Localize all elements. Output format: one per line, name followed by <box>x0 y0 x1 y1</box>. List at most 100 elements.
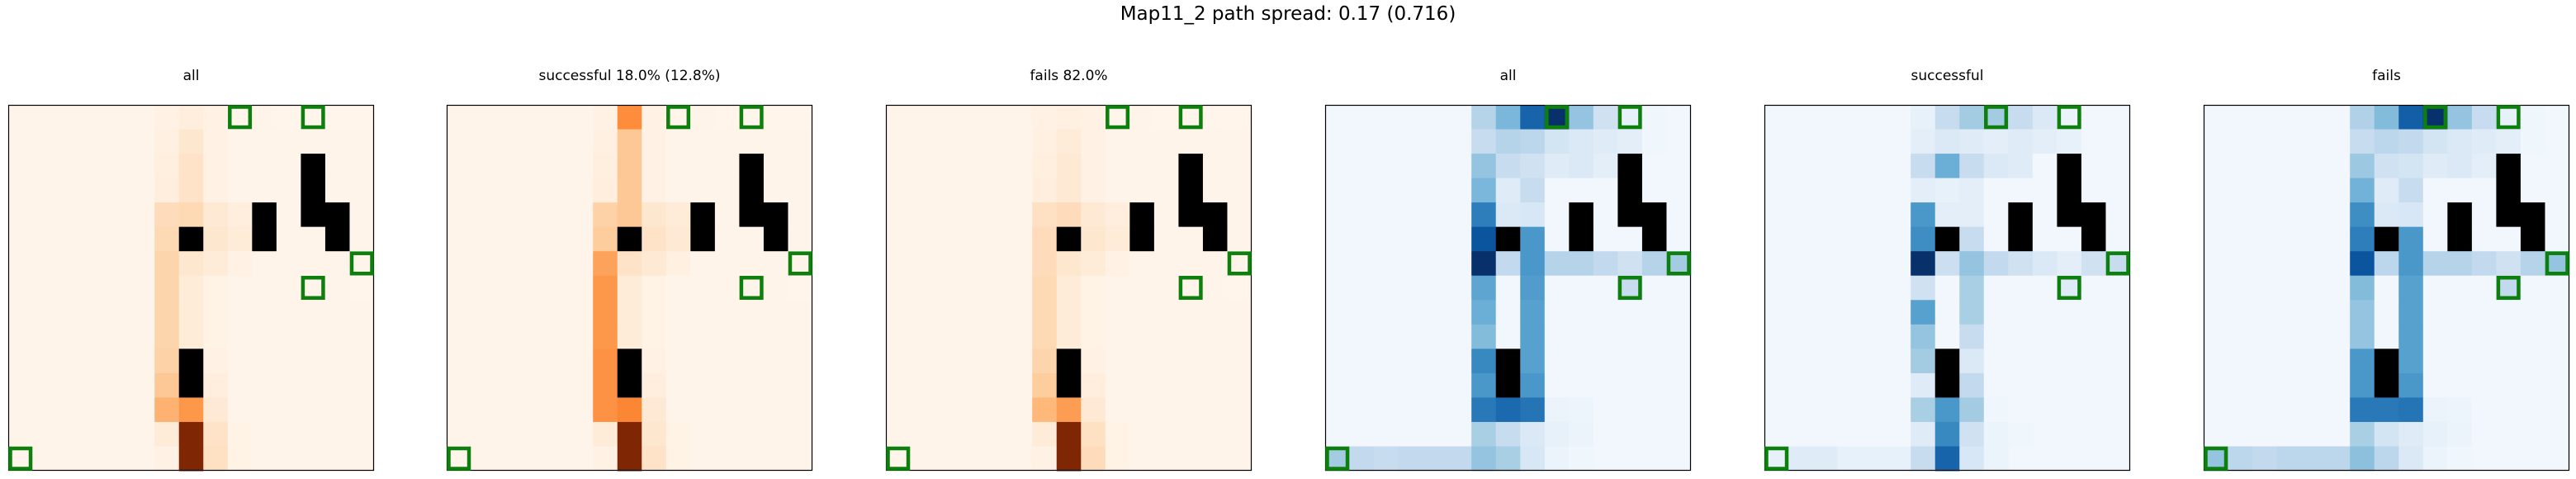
heatmap-cell <box>1081 202 1106 228</box>
heatmap-cell <box>106 397 131 423</box>
heatmap-cell <box>1129 105 1155 130</box>
heatmap-cell <box>1666 178 1692 203</box>
heatmap-cell <box>2105 275 2131 301</box>
heatmap-cell <box>301 421 326 447</box>
heatmap-cell <box>1471 202 1497 228</box>
heatmap-cell <box>1617 251 1643 277</box>
heatmap-cell <box>1423 226 1448 252</box>
heatmap-cell <box>57 421 83 447</box>
heatmap-cell <box>739 251 765 277</box>
heatmap-cell <box>471 397 496 423</box>
heatmap-cell <box>203 300 229 325</box>
heatmap-cell <box>1202 178 1228 203</box>
wall-cell <box>1056 349 1082 374</box>
heatmap-cell <box>1349 421 1375 447</box>
panel-title: fails <box>2372 68 2401 84</box>
heatmap-cell <box>57 446 83 472</box>
heatmap-cell <box>763 129 788 154</box>
heatmap-cell <box>519 154 545 179</box>
heatmap-cell <box>2032 251 2057 277</box>
heatmap-cell <box>714 300 740 325</box>
heatmap-cell <box>665 421 691 447</box>
heatmap-cell <box>1178 251 1204 277</box>
heatmap-cell <box>2057 251 2082 277</box>
heatmap-cell <box>1837 324 1863 349</box>
heatmap-cell <box>106 251 131 277</box>
heatmap-cell <box>2008 446 2034 472</box>
heatmap-cell <box>1056 251 1082 277</box>
heatmap-cell <box>324 178 350 203</box>
heatmap-cell <box>1593 105 1618 130</box>
heatmap-cell <box>1056 324 1082 349</box>
heatmap-cell <box>2350 421 2375 447</box>
heatmap-cell <box>57 300 83 325</box>
wall-cell <box>617 226 642 252</box>
wall-cell <box>301 154 326 179</box>
heatmap-cell <box>2081 251 2106 277</box>
heatmap-cell <box>1227 226 1252 252</box>
heatmap-cell <box>763 349 788 374</box>
heatmap-cell <box>81 300 107 325</box>
heatmap-cell <box>1007 446 1033 472</box>
heatmap-cell <box>2374 397 2399 423</box>
marker-square <box>8 446 33 471</box>
heatmap-cell <box>227 275 253 301</box>
marker-square <box>1106 105 1130 130</box>
heatmap-cell <box>910 349 935 374</box>
marker-square <box>301 105 325 130</box>
heatmap-cell <box>1837 105 1863 130</box>
heatmap-cell <box>2350 202 2375 228</box>
heatmap-cell <box>642 275 667 301</box>
heatmap-cell <box>1349 202 1375 228</box>
heatmap-cell <box>32 154 58 179</box>
heatmap-cell <box>959 129 984 154</box>
heatmap-cell <box>544 129 570 154</box>
heatmap-cell <box>1837 202 1863 228</box>
heatmap-cell <box>544 349 570 374</box>
heatmap-cell <box>2374 300 2399 325</box>
heatmap-cell <box>2081 275 2106 301</box>
heatmap-cell <box>593 202 618 228</box>
heatmap-cell <box>324 129 350 154</box>
heatmap-cell <box>2545 421 2570 447</box>
heatmap-cell <box>910 105 935 130</box>
heatmap-cell <box>1911 226 1936 252</box>
heatmap-cell <box>1032 397 1058 423</box>
heatmap-cell <box>2545 275 2570 301</box>
heatmap-cell <box>227 154 253 179</box>
heatmap-cell <box>2228 324 2253 349</box>
heatmap-cell <box>1325 421 1351 447</box>
heatmap-cell <box>2350 226 2375 252</box>
heatmap-cell <box>203 446 229 472</box>
heatmap-cell <box>252 300 277 325</box>
heatmap-cell <box>1032 421 1058 447</box>
heatmap-cell <box>1153 251 1179 277</box>
heatmap-cell <box>2520 129 2545 154</box>
heatmap-cell <box>642 202 667 228</box>
heatmap-cell <box>739 446 765 472</box>
heatmap-cell <box>2398 324 2424 349</box>
heatmap-cell <box>1520 372 1546 398</box>
heatmap-cell <box>1959 178 1985 203</box>
heatmap-cell <box>2422 129 2448 154</box>
heatmap-cell <box>1959 129 1985 154</box>
heatmap-cell <box>568 349 594 374</box>
heatmap-cell <box>1569 251 1594 277</box>
heatmap-cell <box>106 129 131 154</box>
heatmap-cell <box>1153 178 1179 203</box>
heatmap-cell <box>665 154 691 179</box>
heatmap-cell <box>2545 154 2570 179</box>
heatmap-cell <box>1325 275 1351 301</box>
heatmap-cell <box>1666 372 1692 398</box>
heatmap-cell <box>2325 372 2351 398</box>
heatmap-cell <box>1423 275 1448 301</box>
heatmap-cell <box>471 349 496 374</box>
heatmap-cell <box>2276 226 2302 252</box>
heatmap-cell <box>1447 446 1472 472</box>
heatmap-cell <box>2374 446 2399 472</box>
heatmap-cell <box>1813 300 1839 325</box>
heatmap-cell <box>763 275 788 301</box>
heatmap-cell <box>1666 324 1692 349</box>
heatmap-cell <box>1911 446 1936 472</box>
wall-cell <box>2374 349 2399 374</box>
